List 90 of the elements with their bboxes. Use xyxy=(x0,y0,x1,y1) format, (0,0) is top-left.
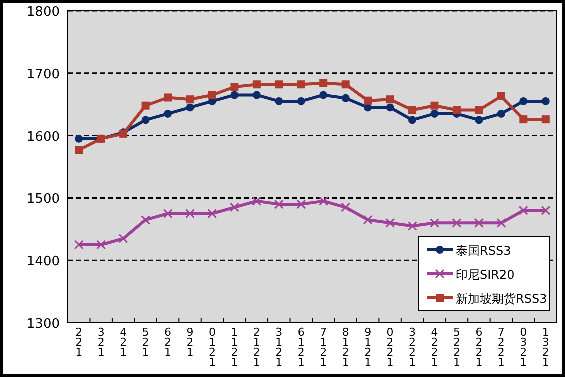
point xyxy=(142,116,150,124)
y-tick-label: 1500 xyxy=(26,192,60,208)
x-tick-label: 0121 xyxy=(208,326,216,369)
point xyxy=(386,96,394,104)
point xyxy=(518,206,528,216)
point xyxy=(230,202,240,212)
point xyxy=(496,218,506,228)
point xyxy=(320,79,328,88)
point xyxy=(274,200,284,210)
y-tick-label: 1800 xyxy=(26,5,60,20)
point xyxy=(75,146,84,154)
x-tick-label: 2121 xyxy=(253,326,260,369)
x-tick-label: 921 xyxy=(186,326,194,359)
point xyxy=(408,106,417,114)
x-tick-label: 6221 xyxy=(476,326,483,369)
point xyxy=(364,96,372,105)
point xyxy=(475,106,484,114)
point xyxy=(386,104,394,112)
point xyxy=(296,200,306,210)
y-tick-label: 1300 xyxy=(26,317,60,332)
point xyxy=(520,116,528,124)
x-tick-label: 2 2 1 xyxy=(76,326,83,359)
y-tick-label: 1700 xyxy=(26,67,60,82)
point xyxy=(230,91,239,100)
legend-label: 新加坡期货RSS3 xyxy=(456,292,548,306)
x-tick-label: 7221 xyxy=(498,326,505,369)
x-tick-label: 5221 xyxy=(453,326,460,369)
x-tick-label: 1 321 xyxy=(542,326,550,369)
point xyxy=(252,196,262,206)
point xyxy=(408,116,417,124)
point xyxy=(497,110,506,118)
point xyxy=(297,80,306,89)
x-tick-label: 0221 xyxy=(386,326,394,369)
point xyxy=(164,94,172,102)
point xyxy=(386,218,396,228)
point xyxy=(75,134,84,143)
point xyxy=(475,116,484,124)
point xyxy=(186,209,195,219)
point xyxy=(297,97,306,106)
point xyxy=(118,234,128,244)
point xyxy=(275,80,284,89)
point xyxy=(341,202,351,212)
legend-label: 印尼SIR20 xyxy=(456,268,515,282)
x-tick-label: 6121 xyxy=(298,326,305,369)
point xyxy=(142,102,150,110)
point xyxy=(520,97,528,106)
point xyxy=(96,240,106,250)
point xyxy=(342,94,350,102)
point xyxy=(74,240,84,250)
point xyxy=(141,215,151,225)
x-tick-label: 7121 xyxy=(320,326,328,369)
point xyxy=(208,209,218,219)
x-tick-label: 9121 xyxy=(364,326,372,369)
y-tick-label: 1600 xyxy=(26,130,60,145)
point xyxy=(452,218,462,228)
point xyxy=(163,209,173,219)
point xyxy=(342,80,350,89)
point xyxy=(186,96,194,104)
point xyxy=(320,91,328,100)
x-tick-label: 4221 xyxy=(431,326,438,369)
point xyxy=(430,102,439,110)
point xyxy=(252,91,261,100)
legend-label: 泰国RSS3 xyxy=(456,244,512,258)
x-tick-label: 521 xyxy=(142,326,150,359)
x-tick-label: 621 xyxy=(164,326,172,359)
point xyxy=(430,218,440,228)
x-tick-label: 321 xyxy=(98,326,105,359)
x-tick-label: 3221 xyxy=(409,326,416,369)
x-tick-label: 3121 xyxy=(276,326,283,369)
point xyxy=(430,110,439,118)
point xyxy=(230,83,239,92)
y-tick-label: 1400 xyxy=(26,254,60,270)
point xyxy=(542,97,550,106)
point xyxy=(275,97,284,106)
x-tick-label: 1121 xyxy=(231,326,238,369)
point xyxy=(252,80,261,89)
point xyxy=(208,91,216,100)
point xyxy=(318,196,328,206)
point xyxy=(363,215,373,225)
point xyxy=(541,206,551,216)
point xyxy=(408,222,418,232)
x-tick-label: 421 xyxy=(120,326,128,359)
point xyxy=(452,106,461,114)
point xyxy=(497,92,506,100)
x-tick-label: 8121 xyxy=(342,326,350,369)
point xyxy=(542,116,550,124)
point xyxy=(474,218,484,228)
point xyxy=(186,104,194,112)
point xyxy=(164,110,172,118)
x-tick-label: 0321 xyxy=(520,326,528,369)
